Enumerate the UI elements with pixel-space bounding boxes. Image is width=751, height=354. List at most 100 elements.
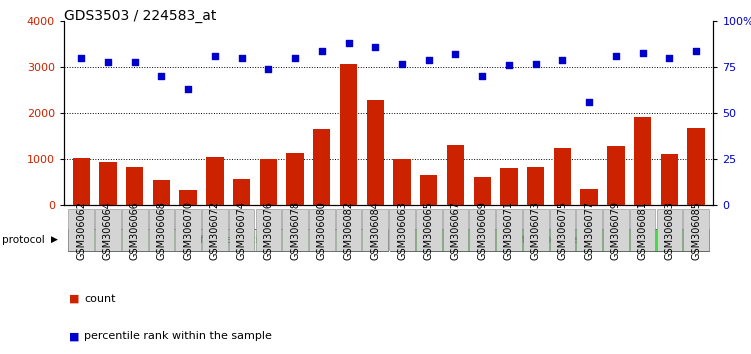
Bar	[260, 159, 277, 205]
FancyBboxPatch shape	[603, 209, 629, 251]
Bar	[527, 167, 544, 205]
FancyBboxPatch shape	[336, 209, 361, 251]
Text: GSM306080: GSM306080	[317, 201, 327, 260]
Bar	[420, 175, 437, 205]
FancyBboxPatch shape	[550, 209, 575, 251]
Text: GSM306083: GSM306083	[665, 201, 674, 260]
Point	[556, 57, 569, 63]
Point	[449, 52, 461, 57]
Text: GSM306077: GSM306077	[584, 201, 594, 260]
Bar	[152, 179, 170, 205]
Point	[128, 59, 140, 64]
Point	[75, 55, 87, 61]
Text: GSM306081: GSM306081	[638, 201, 647, 260]
FancyBboxPatch shape	[202, 209, 228, 251]
Point	[209, 53, 221, 59]
Bar	[634, 118, 651, 205]
Text: ▶: ▶	[51, 235, 58, 244]
FancyBboxPatch shape	[656, 209, 682, 251]
Bar	[581, 189, 598, 205]
FancyBboxPatch shape	[309, 209, 335, 251]
Text: GSM306065: GSM306065	[424, 201, 434, 260]
FancyBboxPatch shape	[175, 209, 201, 251]
Text: before exercise: before exercise	[185, 235, 271, 245]
Text: ■: ■	[69, 331, 80, 341]
Bar	[233, 179, 250, 205]
FancyBboxPatch shape	[442, 209, 469, 251]
Point	[289, 55, 301, 61]
Text: GSM306062: GSM306062	[76, 201, 86, 260]
Text: percentile rank within the sample: percentile rank within the sample	[84, 331, 272, 341]
FancyBboxPatch shape	[68, 229, 388, 251]
Text: GSM306079: GSM306079	[611, 201, 621, 260]
Text: GSM306063: GSM306063	[397, 201, 407, 260]
FancyBboxPatch shape	[576, 209, 602, 251]
Text: protocol: protocol	[2, 235, 44, 245]
Point	[155, 74, 167, 79]
Point	[583, 99, 595, 105]
FancyBboxPatch shape	[523, 209, 548, 251]
Bar	[553, 148, 571, 205]
Point	[637, 50, 649, 55]
Point	[529, 61, 541, 67]
Bar	[394, 159, 411, 205]
Point	[610, 53, 622, 59]
Text: GSM306078: GSM306078	[290, 201, 300, 260]
Text: GSM306076: GSM306076	[264, 201, 273, 260]
FancyBboxPatch shape	[389, 209, 415, 251]
Bar	[500, 167, 517, 205]
Text: GSM306084: GSM306084	[370, 201, 380, 260]
Point	[342, 40, 354, 46]
Text: GSM306074: GSM306074	[237, 201, 246, 260]
Text: GSM306075: GSM306075	[557, 201, 568, 260]
Bar	[447, 145, 464, 205]
Text: GSM306067: GSM306067	[451, 201, 460, 260]
Text: GSM306071: GSM306071	[504, 201, 514, 260]
Text: GSM306082: GSM306082	[343, 201, 354, 260]
FancyBboxPatch shape	[149, 209, 174, 251]
Bar	[661, 154, 678, 205]
FancyBboxPatch shape	[122, 209, 147, 251]
Text: GDS3503 / 224583_at: GDS3503 / 224583_at	[64, 9, 216, 23]
Bar	[179, 190, 197, 205]
Text: GSM306085: GSM306085	[691, 201, 701, 260]
Point	[396, 61, 408, 67]
Bar	[126, 167, 143, 205]
FancyBboxPatch shape	[630, 209, 656, 251]
Bar	[474, 177, 491, 205]
Text: count: count	[84, 294, 116, 304]
Text: ■: ■	[69, 294, 80, 304]
Bar	[207, 157, 224, 205]
Text: GSM306068: GSM306068	[156, 201, 167, 260]
FancyBboxPatch shape	[496, 209, 522, 251]
Text: GSM306073: GSM306073	[531, 201, 541, 260]
Point	[476, 74, 488, 79]
Text: GSM306072: GSM306072	[210, 201, 220, 260]
Bar	[340, 64, 357, 205]
Text: after exercise: after exercise	[511, 235, 587, 245]
Bar	[366, 101, 384, 205]
Point	[690, 48, 702, 53]
Text: GSM306070: GSM306070	[183, 201, 193, 260]
FancyBboxPatch shape	[469, 209, 495, 251]
FancyBboxPatch shape	[363, 209, 388, 251]
FancyBboxPatch shape	[683, 209, 709, 251]
Text: GSM306066: GSM306066	[130, 201, 140, 260]
Bar	[687, 128, 704, 205]
Bar	[608, 146, 625, 205]
Bar	[286, 153, 303, 205]
Point	[369, 44, 382, 50]
Point	[236, 55, 248, 61]
Point	[102, 59, 114, 64]
Bar	[99, 161, 116, 205]
FancyBboxPatch shape	[95, 209, 121, 251]
Bar	[313, 129, 330, 205]
FancyBboxPatch shape	[391, 229, 709, 251]
Text: GSM306069: GSM306069	[477, 201, 487, 260]
FancyBboxPatch shape	[229, 209, 255, 251]
FancyBboxPatch shape	[68, 209, 94, 251]
Text: GSM306064: GSM306064	[103, 201, 113, 260]
Point	[503, 63, 515, 68]
Bar	[73, 158, 90, 205]
Point	[316, 48, 328, 53]
